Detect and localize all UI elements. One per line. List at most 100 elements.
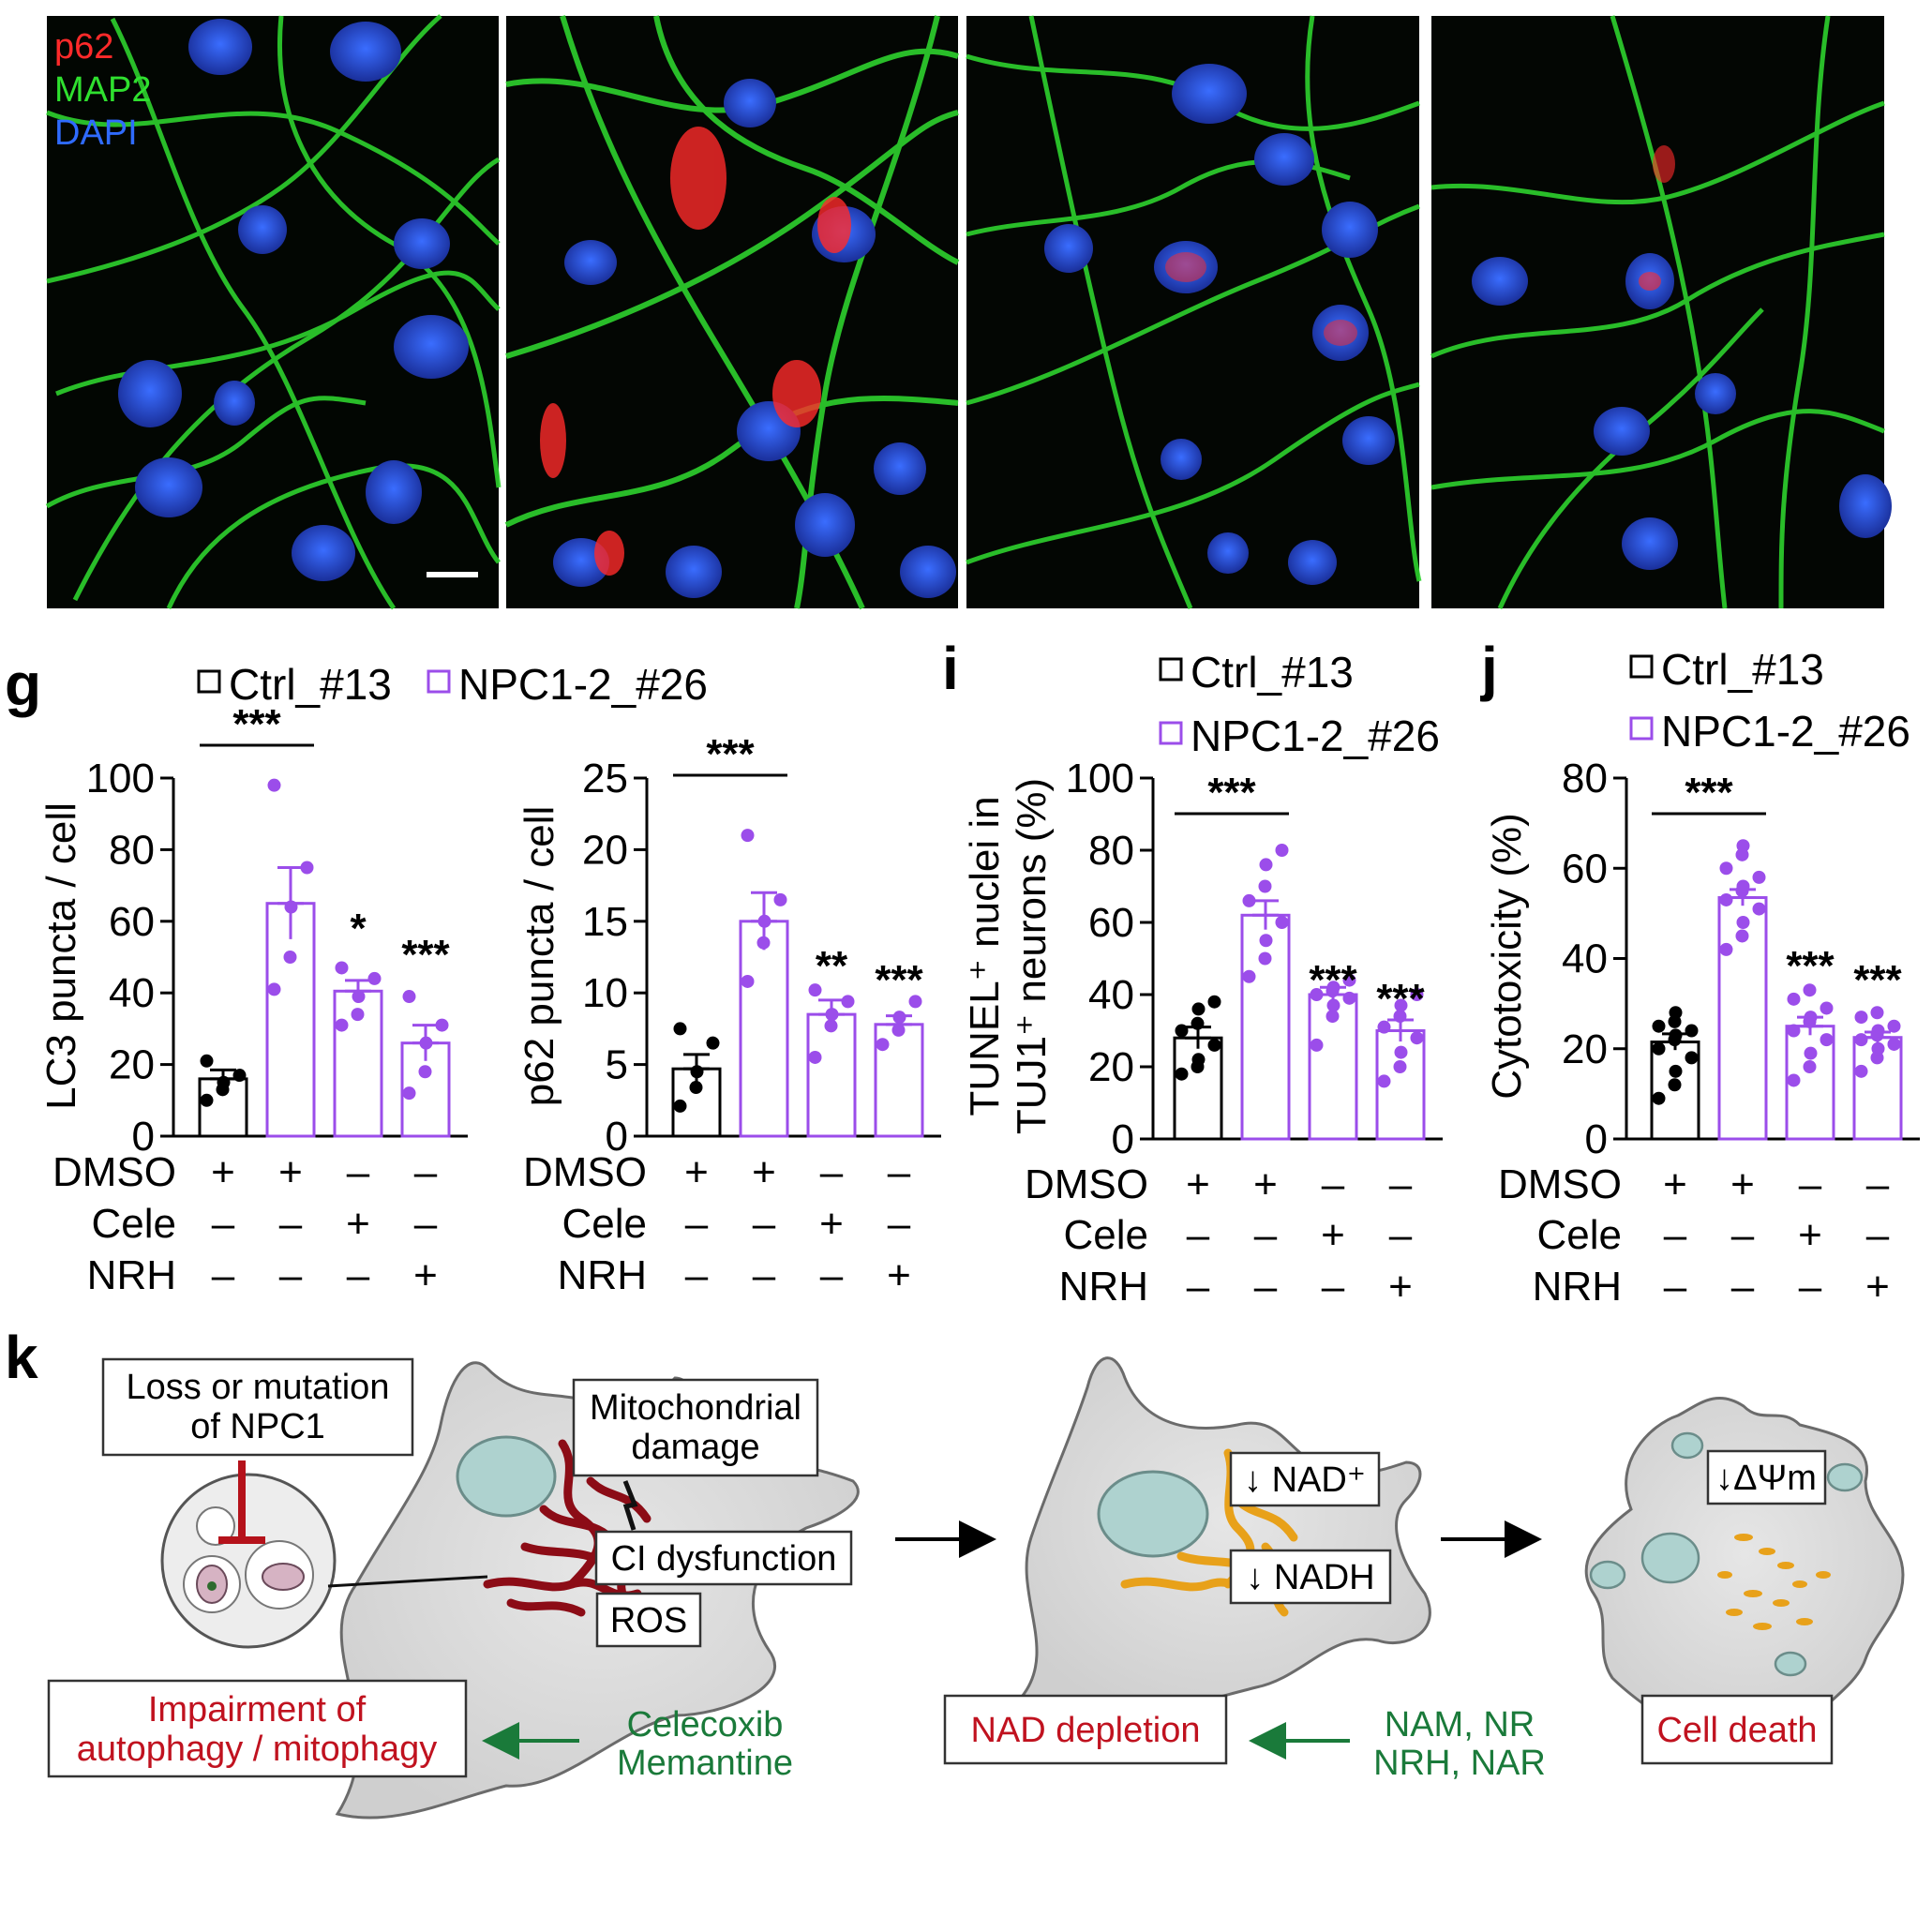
nucleus-2: [1097, 1470, 1209, 1558]
treatment-sign: +: [1186, 1161, 1210, 1207]
data-point: [1735, 929, 1749, 943]
treatment-label: DMSO: [523, 1149, 647, 1195]
treatment-sign: –: [1866, 1212, 1890, 1258]
legend-label-ctrl: Ctrl_#13: [1661, 645, 1824, 694]
y-axis-label: TUNEL⁺ nuclei inTUJ1⁺ neurons (%): [962, 778, 1055, 1134]
loss-npc1-line1: Loss or mutation: [127, 1368, 390, 1407]
significance-stars: ***: [232, 701, 281, 747]
significance-stars: ***: [1207, 770, 1256, 816]
y-axis-label: p62 puncta / cell: [517, 806, 562, 1106]
data-point: [217, 1075, 231, 1089]
treatment-label: DMSO: [1025, 1161, 1148, 1207]
impairment-box: Impairment of autophagy / mitophagy: [47, 1679, 468, 1778]
loss-npc1-line2: of NPC1: [190, 1407, 325, 1446]
data-point: [1752, 870, 1766, 884]
schematic-k: Loss or mutation of NPC1 Mitochondrial d…: [47, 1356, 1905, 1820]
treatment-sign: –: [414, 1149, 438, 1195]
data-point: [1854, 1011, 1868, 1025]
data-point: [1685, 1024, 1699, 1038]
significance-stars: ***: [401, 932, 450, 978]
lightning-icon: [622, 1480, 638, 1531]
treatment-sign: +: [278, 1149, 303, 1195]
data-point: [706, 1036, 720, 1050]
data-point: [1207, 995, 1221, 1009]
legend-g: Ctrl_#13 NPC1-2_#26: [197, 660, 708, 709]
nadh-text: ↓ NADH: [1246, 1558, 1374, 1597]
data-point: [1787, 992, 1801, 1006]
significance-stars: ***: [1309, 957, 1357, 1003]
data-point: [300, 861, 314, 875]
data-point: [1787, 1073, 1801, 1087]
data-point: [1804, 1046, 1818, 1060]
data-point: [419, 1036, 433, 1050]
legend-label-npc: NPC1-2_#26: [1661, 707, 1910, 756]
data-point: [841, 995, 855, 1009]
data-point: [891, 1023, 906, 1037]
treatment-sign: –: [212, 1201, 235, 1247]
significance-stars: ***: [1685, 770, 1733, 816]
treatment-sign: –: [888, 1201, 911, 1247]
y-tick-label: 0: [132, 1114, 155, 1160]
data-point: [1394, 1045, 1408, 1059]
data-point: [825, 1008, 839, 1022]
nad-plus-text: ↓ NAD⁺: [1244, 1460, 1366, 1500]
data-point: [1652, 1041, 1666, 1056]
y-tick-label: 80: [1088, 828, 1134, 874]
treatment-sign: +: [346, 1201, 370, 1247]
treatment-sign: –: [347, 1149, 370, 1195]
data-point: [418, 1065, 432, 1079]
data-point: [1871, 1024, 1885, 1038]
micrograph-npc1-cele: [966, 15, 1422, 609]
treatment-sign: +: [1798, 1212, 1822, 1258]
data-point: [1736, 916, 1750, 929]
treatment-label: Cele: [562, 1201, 648, 1247]
y-tick-label: 20: [1088, 1044, 1134, 1090]
data-point: [200, 1093, 214, 1107]
ci-dysfunction-text: CI dysfunction: [611, 1539, 837, 1579]
treatment-sign: –: [1322, 1161, 1345, 1207]
data-point: [1207, 1038, 1221, 1052]
data-point: [367, 971, 382, 985]
micrograph-npc1-nrh: [1430, 15, 1892, 610]
channel-label-dapi: DAPI: [54, 113, 138, 153]
treatment-sign: –: [1254, 1264, 1278, 1310]
data-point: [1685, 1051, 1699, 1065]
treatment-sign: –: [414, 1201, 438, 1247]
data-point: [689, 1081, 703, 1095]
treatment-label: NRH: [1059, 1264, 1148, 1310]
data-point: [1871, 1041, 1885, 1056]
legend-label-ctrl: Ctrl_#13: [1191, 648, 1354, 696]
data-point: [741, 829, 755, 843]
treatment-sign: –: [1664, 1212, 1687, 1258]
data-point: [1275, 916, 1289, 929]
panel-letter-j: j: [1480, 635, 1498, 702]
data-point: [267, 778, 281, 792]
treatment-sign: +: [1253, 1161, 1278, 1207]
mito-damage-box: Mitochondrial damage: [572, 1378, 819, 1477]
data-point: [1377, 1074, 1391, 1088]
treatment-label: DMSO: [1498, 1161, 1622, 1207]
treatment-sign: –: [1389, 1212, 1413, 1258]
panel-letter-g: g: [5, 651, 41, 718]
significance-stars: ***: [1376, 976, 1425, 1022]
significance-stars: *: [350, 906, 367, 951]
data-point: [267, 982, 281, 996]
legend-label-npc: NPC1-2_#26: [458, 660, 708, 709]
chart-cytotoxicity: 0 20 40 60 80 Cytotoxicity (%) *** *** *** DMSO + +…: [1484, 756, 1920, 1310]
data-point: [1342, 991, 1356, 1005]
data-point: [808, 1050, 822, 1064]
data-point: [773, 892, 787, 906]
data-point: [402, 990, 416, 1004]
y-tick-label: 60: [109, 899, 155, 945]
treatment-sign: –: [820, 1252, 844, 1298]
bar: [1240, 913, 1291, 1141]
data-point: [1394, 998, 1408, 1012]
significance-stars: **: [816, 943, 848, 989]
nad-plus-box: ↓ NAD⁺: [1229, 1451, 1381, 1507]
data-point: [402, 1086, 416, 1101]
y-tick-label: 20: [582, 827, 628, 873]
treatment-sign: –: [1254, 1212, 1278, 1258]
treatment-sign: –: [1322, 1264, 1345, 1310]
treatment-sign: +: [1663, 1161, 1687, 1207]
data-point: [1326, 981, 1340, 995]
